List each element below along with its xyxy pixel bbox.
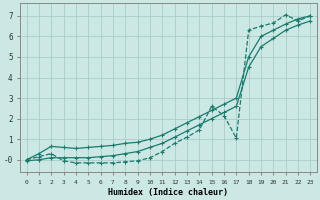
X-axis label: Humidex (Indice chaleur): Humidex (Indice chaleur) [108,188,228,197]
